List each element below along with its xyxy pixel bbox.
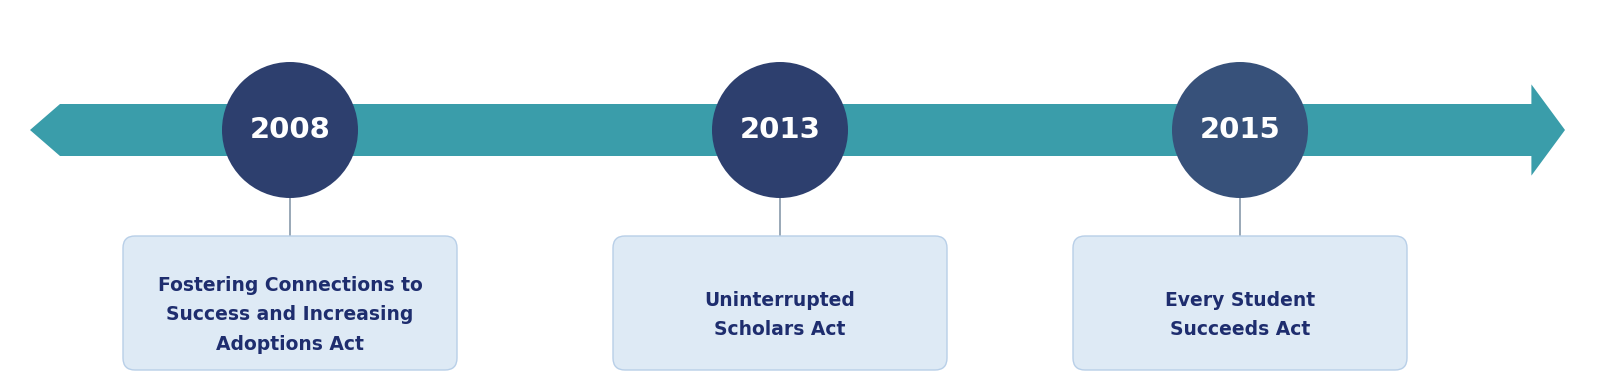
Text: 2008: 2008 — [250, 116, 330, 144]
FancyBboxPatch shape — [613, 236, 947, 370]
Polygon shape — [30, 84, 1565, 176]
FancyBboxPatch shape — [1074, 236, 1406, 370]
Text: 2013: 2013 — [739, 116, 821, 144]
FancyBboxPatch shape — [123, 236, 458, 370]
Text: Uninterrupted
Scholars Act: Uninterrupted Scholars Act — [704, 291, 856, 339]
Circle shape — [222, 62, 358, 198]
Text: Fostering Connections to
Success and Increasing
Adoptions Act: Fostering Connections to Success and Inc… — [158, 276, 422, 354]
Text: 2015: 2015 — [1200, 116, 1280, 144]
Circle shape — [1171, 62, 1309, 198]
Circle shape — [712, 62, 848, 198]
Text: Every Student
Succeeds Act: Every Student Succeeds Act — [1165, 291, 1315, 339]
